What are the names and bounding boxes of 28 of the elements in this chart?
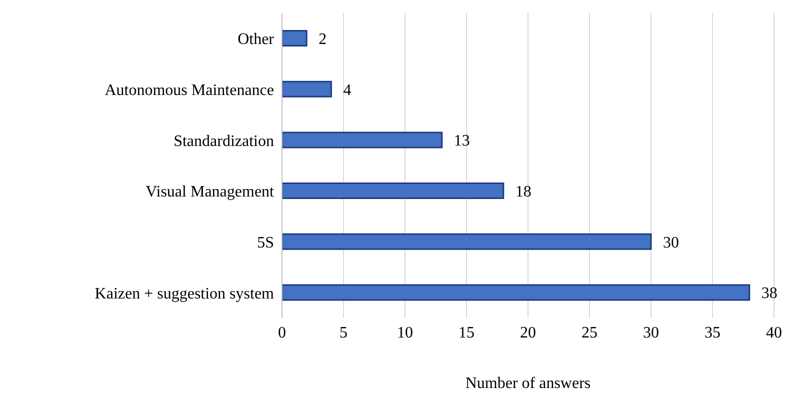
data-label: 2 [318,30,327,48]
data-label: 4 [343,82,352,99]
y-tick-label: Kaizen + suggestion system [94,285,275,302]
x-axis-title: Number of answers [465,375,591,392]
y-tick-label: Autonomous Maintenance [104,82,274,99]
bar [282,284,750,301]
bar [282,80,332,98]
bar [282,233,652,250]
x-tick-label: 30 [643,324,659,342]
data-label: 38 [761,285,778,302]
x-tick-label: 40 [766,324,782,342]
data-label: 30 [663,234,679,252]
x-tick-label: 35 [704,324,720,342]
x-tick-label: 20 [520,324,536,342]
data-label: 13 [454,132,470,150]
x-tick-label: 10 [397,324,413,342]
bar [282,182,504,200]
bar [282,30,308,47]
x-tick-label: 0 [278,324,286,342]
y-tick-label: Standardization [174,132,274,150]
x-tick-label: 15 [458,324,474,342]
y-tick-label: Other [238,31,275,48]
x-tick-label: 25 [582,324,598,342]
y-tick-label: Visual Management [146,184,275,201]
bar [282,132,443,148]
y-tick-label: 5S [257,234,274,252]
data-label: 18 [515,183,532,200]
x-tick-label: 5 [340,324,348,342]
